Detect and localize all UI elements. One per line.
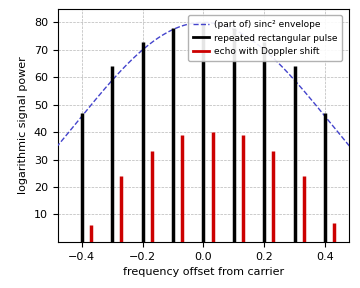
X-axis label: frequency offset from carrier: frequency offset from carrier (123, 267, 284, 277)
Y-axis label: logarithmic signal power: logarithmic signal power (18, 56, 28, 194)
Legend: (part of) sinc² envelope, repeated rectangular pulse, echo with Doppler shift: (part of) sinc² envelope, repeated recta… (189, 16, 342, 60)
